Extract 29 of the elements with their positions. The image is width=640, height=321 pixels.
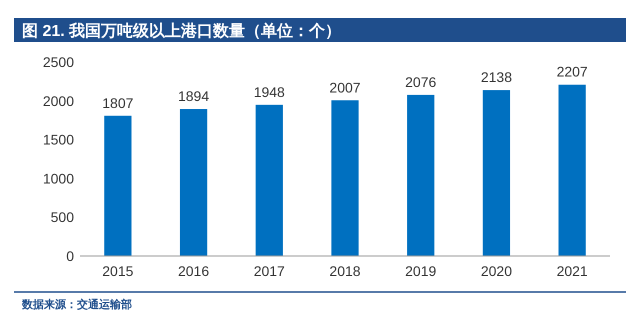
bar bbox=[558, 84, 586, 256]
x-tick-label: 2015 bbox=[102, 263, 134, 279]
y-tick-label: 1000 bbox=[42, 170, 74, 186]
bar bbox=[407, 94, 434, 256]
data-label: 2207 bbox=[556, 64, 588, 80]
x-tick-label: 2018 bbox=[329, 263, 361, 279]
data-label: 1894 bbox=[178, 88, 210, 104]
x-tick-label: 2019 bbox=[405, 263, 436, 279]
bar bbox=[180, 109, 208, 256]
y-tick-label: 2500 bbox=[42, 54, 74, 70]
y-tick-label: 500 bbox=[50, 209, 74, 226]
x-tick-label: 2021 bbox=[556, 263, 588, 279]
data-label: 1948 bbox=[254, 84, 286, 100]
x-tick-label: 2017 bbox=[254, 263, 286, 279]
source-note: 数据来源：交通运输部 bbox=[21, 298, 132, 311]
x-tick-label: 2016 bbox=[178, 263, 210, 279]
data-label: 2076 bbox=[405, 74, 436, 90]
x-tick-label: 2020 bbox=[480, 263, 512, 279]
y-tick-label: 0 bbox=[66, 248, 74, 264]
y-tick-label: 2000 bbox=[42, 92, 74, 109]
bar bbox=[482, 90, 510, 256]
bar bbox=[256, 104, 283, 256]
y-tick-label: 1500 bbox=[42, 132, 74, 148]
data-label: 1807 bbox=[102, 94, 134, 111]
data-label: 2007 bbox=[329, 79, 361, 96]
data-label: 2138 bbox=[480, 69, 512, 86]
chart-title: 图 21. 我国万吨级以上港口数量（单位：个） bbox=[22, 22, 342, 40]
bar bbox=[331, 100, 359, 256]
bar bbox=[104, 116, 132, 256]
